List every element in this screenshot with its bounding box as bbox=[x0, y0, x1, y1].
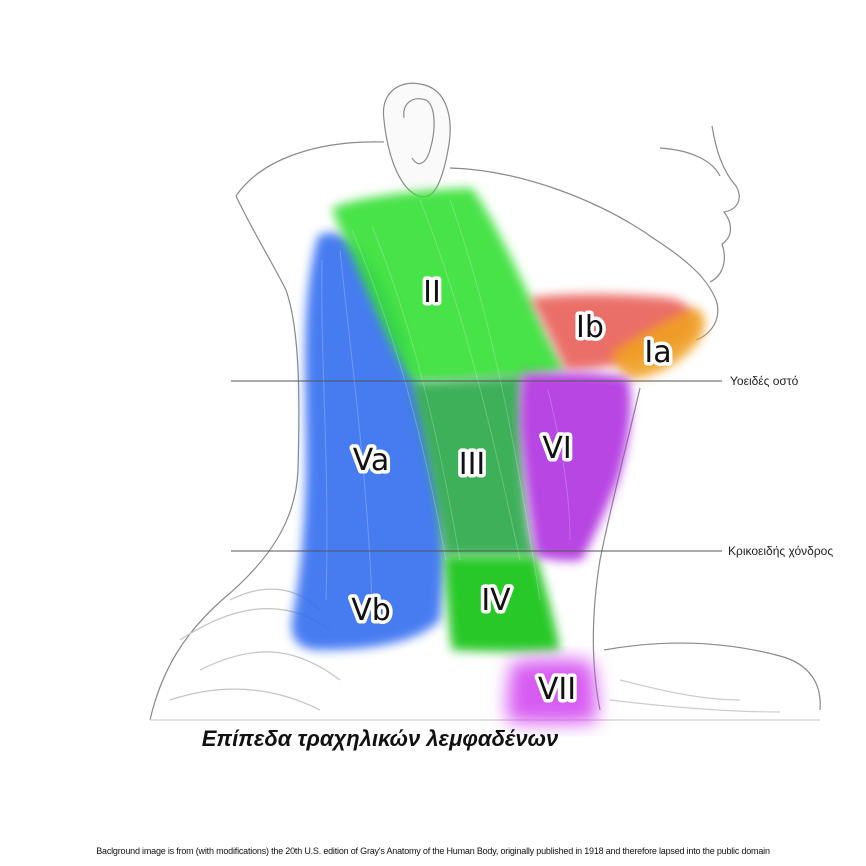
ear-outline bbox=[382, 82, 451, 198]
clavicle-outline bbox=[603, 642, 821, 711]
jaw-outline bbox=[659, 147, 721, 177]
region-level-III bbox=[412, 374, 536, 556]
region-level-Ia bbox=[612, 308, 705, 379]
level-label-IV: IV bbox=[481, 583, 511, 618]
region-level-VII bbox=[507, 659, 597, 724]
face-outline bbox=[449, 167, 719, 341]
region-level-II bbox=[332, 188, 566, 382]
hyoid-label: Υοειδές οστό bbox=[730, 374, 799, 388]
level-label-Ia: Ia bbox=[644, 335, 671, 370]
region-level-Va bbox=[291, 232, 445, 650]
image-credit: Baclground image is from (with modificat… bbox=[96, 846, 770, 856]
reference-lines: Υοειδές οστό Κρικοειδής χόνδρος bbox=[231, 374, 833, 558]
level-label-Ib: Ib bbox=[576, 310, 604, 345]
diagram-title: Επίπεδα τραχηλικών λεμφαδένων bbox=[201, 726, 559, 751]
chin-outline bbox=[709, 125, 740, 283]
level-label-II: II bbox=[423, 275, 441, 310]
anatomy-sketch bbox=[149, 82, 821, 721]
level-label-VII: VII bbox=[538, 672, 576, 707]
nape-outline bbox=[149, 195, 300, 721]
cricoid-label: Κρικοειδής χόνδρος bbox=[728, 544, 833, 558]
level-label-Vb: Vb bbox=[351, 593, 391, 628]
level-labels: II Ib Ia Va III VI IV Vb VII bbox=[348, 272, 675, 711]
level-label-Va: Va bbox=[353, 443, 390, 478]
level-label-VI: VI bbox=[542, 431, 571, 466]
throat-outline bbox=[592, 387, 641, 711]
trapezius-lines bbox=[169, 588, 341, 711]
region-level-IV bbox=[444, 556, 560, 652]
ear-inner bbox=[403, 98, 435, 165]
region-level-VI bbox=[520, 372, 631, 561]
head-back-outline bbox=[235, 141, 385, 197]
level-regions bbox=[291, 188, 705, 724]
level-label-III: III bbox=[459, 447, 486, 482]
muscle-texture bbox=[321, 199, 571, 601]
chest-lines bbox=[609, 679, 781, 713]
